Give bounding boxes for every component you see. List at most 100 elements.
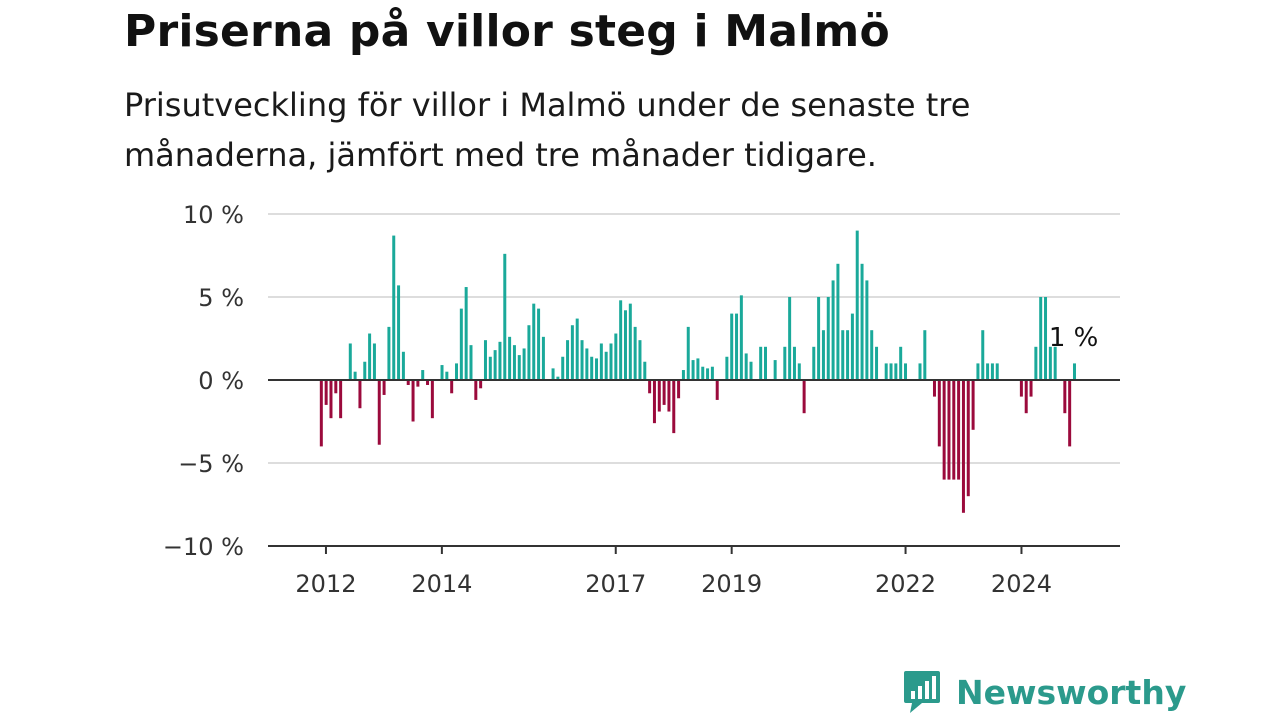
bar — [696, 358, 700, 380]
bar — [677, 380, 681, 399]
brand[interactable]: Newsworthy — [902, 670, 1186, 714]
bar — [368, 333, 372, 380]
bar — [821, 330, 825, 380]
bar — [430, 380, 434, 419]
bar — [517, 355, 521, 380]
bar — [483, 340, 487, 380]
bar — [990, 363, 994, 380]
bar — [556, 376, 560, 380]
y-tick-label: 0 % — [198, 367, 244, 395]
bar — [966, 380, 970, 497]
bar — [541, 336, 545, 380]
bar — [401, 351, 405, 380]
bar — [638, 340, 642, 380]
bar — [894, 363, 898, 380]
bar — [1034, 346, 1038, 380]
bar — [710, 366, 714, 380]
bar — [387, 326, 391, 380]
bar — [324, 380, 328, 405]
latest-value-annotation: 1 % — [1049, 323, 1099, 353]
bar — [392, 235, 396, 380]
bar — [382, 380, 386, 395]
bar — [841, 330, 845, 380]
bar — [667, 380, 671, 412]
tick-labels: 10 % 5 % 0 % −5 % −10 % 2012 2014 2017 2019 2022 2… — [163, 201, 1098, 598]
chart-subtitle: Prisutveckling för villor i Malmö under … — [124, 86, 971, 174]
bar — [846, 330, 850, 380]
bar — [932, 380, 936, 397]
y-tick-label: −5 % — [178, 450, 244, 478]
bar — [783, 346, 787, 380]
bar — [377, 380, 381, 445]
bar — [937, 380, 941, 447]
y-tick-label: 5 % — [198, 284, 244, 312]
bar — [1029, 380, 1033, 397]
bar — [590, 356, 594, 380]
bar — [870, 330, 874, 380]
bar — [633, 326, 637, 380]
bar — [648, 380, 652, 394]
bar — [348, 343, 352, 380]
bar — [773, 360, 777, 380]
bar — [643, 361, 647, 380]
bar — [1044, 297, 1048, 380]
axes — [268, 379, 1120, 554]
bar — [788, 297, 792, 380]
bar — [1072, 363, 1076, 380]
bar — [836, 263, 840, 380]
bar — [715, 380, 719, 400]
x-tick-label: 2012 — [295, 570, 356, 598]
bar — [406, 380, 410, 385]
bar — [397, 285, 401, 380]
bar — [1039, 297, 1043, 380]
bar — [826, 297, 830, 380]
bar — [566, 340, 570, 380]
bar — [1063, 380, 1067, 414]
bar — [889, 363, 893, 380]
bar — [604, 351, 608, 380]
bar — [1048, 346, 1052, 380]
bar — [850, 313, 854, 380]
bar — [416, 380, 420, 387]
bar — [623, 310, 627, 380]
y-tick-label: 10 % — [183, 201, 244, 229]
bar — [450, 380, 454, 394]
bar — [706, 368, 710, 380]
bar — [923, 330, 927, 380]
bar — [735, 313, 739, 380]
bar — [537, 308, 541, 380]
bar — [961, 380, 965, 513]
bar — [339, 380, 343, 419]
bar — [672, 380, 676, 434]
bar — [1024, 380, 1028, 414]
bar — [445, 371, 449, 380]
bar — [797, 363, 801, 380]
bar — [657, 380, 661, 412]
bar — [464, 287, 468, 380]
bar — [628, 303, 632, 380]
bar — [561, 356, 565, 380]
bar — [691, 360, 695, 380]
bar — [981, 330, 985, 380]
bar — [551, 368, 555, 380]
bar — [459, 308, 463, 380]
bar — [479, 380, 483, 389]
bar — [570, 325, 574, 380]
chart-title: Priserna på villor steg i Malmö — [124, 6, 890, 57]
bar — [749, 361, 753, 380]
bar — [585, 348, 589, 380]
bar — [662, 380, 666, 405]
bar — [860, 263, 864, 380]
bar — [884, 363, 888, 380]
bar — [942, 380, 946, 480]
bar — [512, 345, 516, 380]
bar — [986, 363, 990, 380]
bar — [493, 350, 497, 380]
bar — [976, 363, 980, 380]
bar — [522, 348, 526, 380]
newsworthy-bar-chart-icon — [904, 671, 940, 713]
bar — [739, 295, 743, 380]
bar — [426, 380, 430, 385]
bar — [681, 370, 685, 380]
bar — [1068, 380, 1072, 447]
